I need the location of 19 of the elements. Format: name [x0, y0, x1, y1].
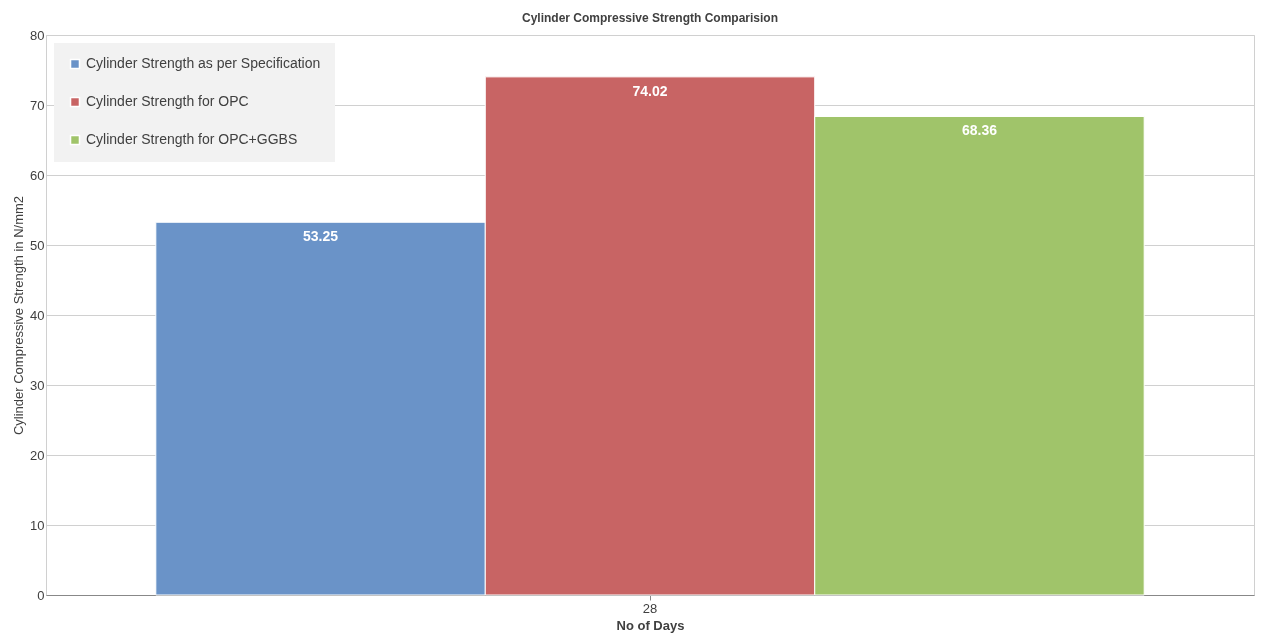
y-tick-label: 30 — [30, 377, 45, 393]
legend-label: Cylinder Strength as per Specification — [86, 55, 321, 71]
y-tick-label: 50 — [30, 237, 45, 253]
legend-label: Cylinder Strength for OPC+GGBS — [86, 131, 298, 147]
y-tick-label: 10 — [30, 517, 45, 533]
data-label: 68.36 — [961, 122, 998, 139]
chart-title: Cylinder Compressive Strength Comparision — [521, 11, 779, 25]
data-label: 74.02 — [632, 82, 668, 99]
y-tick-label: 20 — [30, 447, 45, 463]
y-tick-label: 40 — [30, 307, 45, 323]
y-tick-label: 60 — [30, 167, 45, 183]
y-tick-label: 70 — [30, 97, 45, 113]
x-axis-title: No of Days — [616, 617, 685, 633]
legend-label: Cylinder Strength for OPC — [86, 93, 249, 109]
y-tick-label: 80 — [30, 27, 45, 43]
data-label: 53.25 — [303, 228, 339, 245]
y-tick-label: 0 — [37, 587, 45, 603]
x-tick-label: 28 — [642, 600, 658, 616]
y-axis-title: Cylinder Compressive Strength in N/mm2 — [11, 195, 27, 436]
